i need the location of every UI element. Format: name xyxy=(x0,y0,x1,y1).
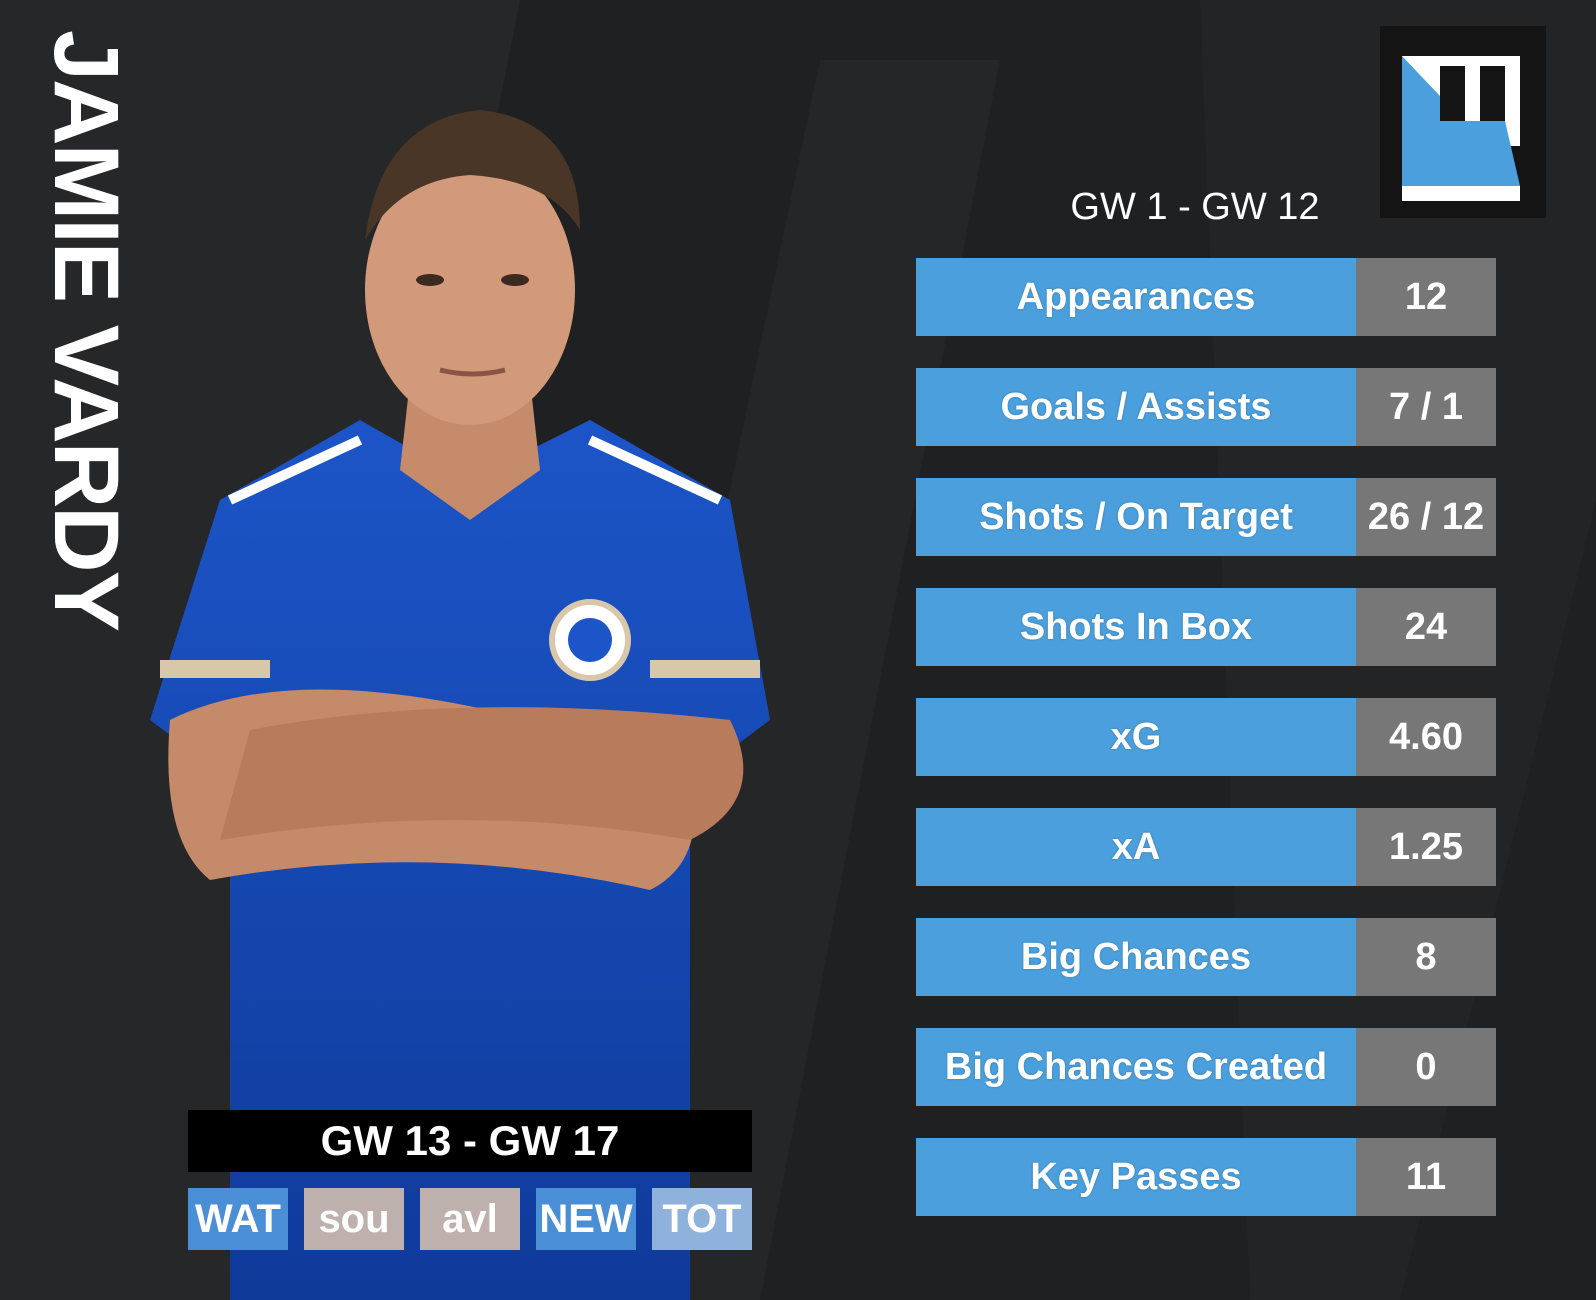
h-logo-icon xyxy=(1402,56,1520,201)
stat-row-key-passes: Key Passes 11 xyxy=(916,1138,1496,1216)
stat-value: 11 xyxy=(1356,1138,1496,1216)
stat-value: 26 / 12 xyxy=(1356,478,1496,556)
player-photo xyxy=(150,110,770,1300)
brand-logo xyxy=(1380,26,1546,218)
stat-value: 8 xyxy=(1356,918,1496,996)
stat-value: 1.25 xyxy=(1356,808,1496,886)
stats-range-label: GW 1 - GW 12 xyxy=(1070,186,1320,228)
stat-label: xG xyxy=(916,698,1356,776)
stat-row-big-chances: Big Chances 8 xyxy=(916,918,1496,996)
stat-label: xA xyxy=(916,808,1356,886)
stat-value: 0 xyxy=(1356,1028,1496,1106)
player-name: JAMIE VARDY xyxy=(35,30,137,630)
stat-label: Appearances xyxy=(916,258,1356,336)
stat-row-shots-on-target: Shots / On Target 26 / 12 xyxy=(916,478,1496,556)
stat-row-xa: xA 1.25 xyxy=(916,808,1496,886)
fixture-badge: avl xyxy=(420,1188,520,1250)
fixture-badge: NEW xyxy=(536,1188,636,1250)
stat-value: 24 xyxy=(1356,588,1496,666)
stat-label: Shots In Box xyxy=(916,588,1356,666)
stat-value: 7 / 1 xyxy=(1356,368,1496,446)
stat-row-appearances: Appearances 12 xyxy=(916,258,1496,336)
stat-label: Key Passes xyxy=(916,1138,1356,1216)
stats-table: Appearances 12 Goals / Assists 7 / 1 Sho… xyxy=(916,258,1496,1248)
stat-label: Shots / On Target xyxy=(916,478,1356,556)
fixtures-range-label: GW 13 - GW 17 xyxy=(188,1110,752,1172)
stat-row-shots-in-box: Shots In Box 24 xyxy=(916,588,1496,666)
stat-value: 4.60 xyxy=(1356,698,1496,776)
fixtures-list: WAT sou avl NEW TOT xyxy=(188,1188,752,1250)
stat-value: 12 xyxy=(1356,258,1496,336)
stat-row-xg: xG 4.60 xyxy=(916,698,1496,776)
stat-row-goals-assists: Goals / Assists 7 / 1 xyxy=(916,368,1496,446)
fixture-badge: sou xyxy=(304,1188,404,1250)
fixture-badge: TOT xyxy=(652,1188,752,1250)
stat-label: Goals / Assists xyxy=(916,368,1356,446)
stat-row-big-chances-created: Big Chances Created 0 xyxy=(916,1028,1496,1106)
stat-label: Big Chances xyxy=(916,918,1356,996)
stat-label: Big Chances Created xyxy=(916,1028,1356,1106)
fixture-badge: WAT xyxy=(188,1188,288,1250)
